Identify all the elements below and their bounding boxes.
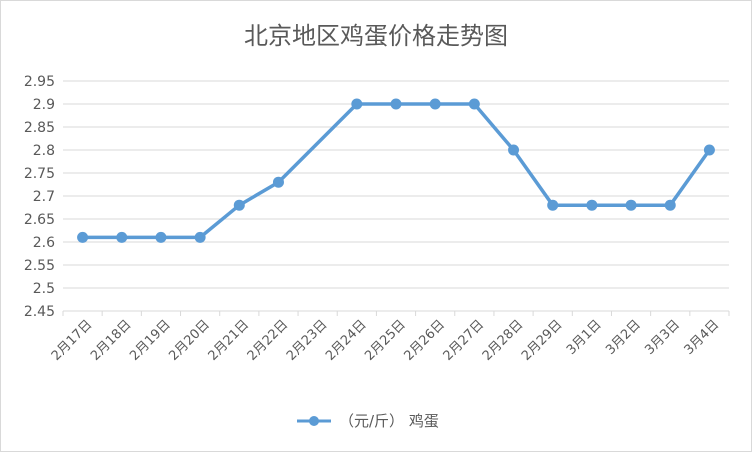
y-tick-label: 2.55 [24,258,55,274]
data-point [233,199,245,211]
x-tick-label: 2月28日 [480,317,527,364]
data-point [547,199,559,211]
x-tick-label: 2月29日 [519,317,566,364]
x-tick-label: 2月19日 [127,317,174,364]
x-tick-label: 2月27日 [441,317,488,364]
data-point [664,199,676,211]
y-tick-label: 2.65 [24,212,55,228]
grid-lines [63,80,729,312]
series-layer [77,98,715,243]
y-tick-label: 2.5 [33,281,55,297]
y-tick-label: 2.6 [33,235,55,251]
x-tick-label: 2月23日 [284,317,331,364]
data-point [155,231,167,243]
y-tick-label: 2.7 [33,189,55,205]
data-point [194,231,206,243]
data-point [390,98,402,110]
x-axis: 2月17日2月18日2月19日2月20日2月21日2月22日2月23日2月24日… [49,311,730,364]
x-tick-label: 2月20日 [166,317,213,364]
legend-marker [309,416,319,426]
y-tick-label: 2.95 [24,74,55,90]
series-line [80,102,712,240]
x-tick-label: 3月1日 [564,317,605,358]
legend: （元/斤） 鸡蛋 [297,412,439,430]
data-point [586,199,598,211]
x-tick-label: 2月21日 [206,317,253,364]
x-tick-label: 2月18日 [88,317,135,364]
x-tick-label: 3月3日 [642,317,683,358]
data-point [77,231,89,243]
data-point [351,98,363,110]
x-tick-label: 3月4日 [682,317,723,358]
chart-title: 北京地区鸡蛋价格走势图 [244,22,508,50]
y-axis: 2.95 2.9 2.85 2.8 2.75 2.7 2.65 2.6 2.55 2.5 2.45 [24,74,55,320]
y-tick-label: 2.9 [33,97,55,113]
x-tick-label: 2月22日 [245,317,292,364]
x-tick-label: 2月24日 [323,317,370,364]
x-tick-label: 2月25日 [362,317,409,364]
x-tick-label: 3月2日 [603,317,644,358]
x-tick-label: 2月17日 [49,317,96,364]
y-tick-label: 2.85 [24,120,55,136]
y-tick-label: 2.45 [24,304,55,320]
data-point [508,144,520,156]
x-tick-label: 2月26日 [401,317,448,364]
data-point [116,231,128,243]
data-point [429,98,441,110]
data-point [468,98,480,110]
data-point [625,199,637,211]
y-tick-label: 2.8 [33,143,55,159]
y-tick-label: 2.75 [24,166,55,182]
legend-label: （元/斤） 鸡蛋 [339,412,439,430]
data-point [703,144,715,156]
data-point [272,176,284,188]
